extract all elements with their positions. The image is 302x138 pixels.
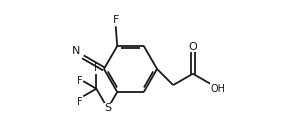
Text: F: F: [77, 76, 82, 86]
Text: N: N: [72, 46, 81, 56]
Text: OH: OH: [211, 84, 226, 94]
Text: S: S: [104, 104, 111, 113]
Text: O: O: [188, 42, 197, 52]
Text: F: F: [77, 97, 82, 107]
Text: F: F: [113, 15, 119, 25]
Text: F: F: [94, 63, 99, 73]
